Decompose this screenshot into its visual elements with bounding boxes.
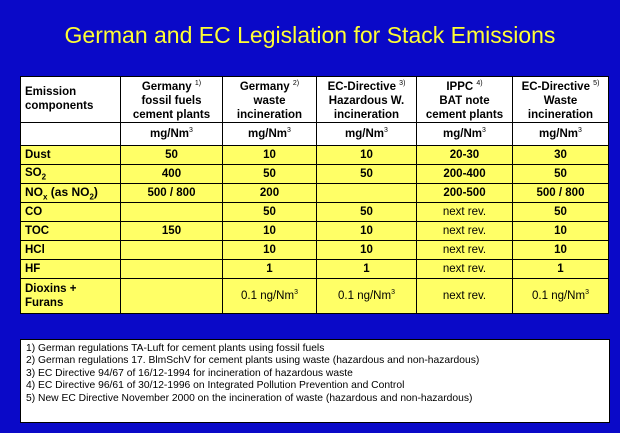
- row-label: HCl: [20, 239, 121, 260]
- header-ec-hazardous: EC-Directive 3) Hazardous W. incineratio…: [316, 76, 417, 123]
- header-ec-waste: EC-Directive 5) Waste incineration: [512, 76, 609, 123]
- page-title: German and EC Legislation for Stack Emis…: [64, 22, 556, 48]
- row-label: HF: [20, 258, 121, 279]
- row-label: NOx (as NO2): [20, 182, 121, 203]
- table-row: HCl 10 10 next rev. 10: [20, 239, 609, 260]
- footnotes: 1) German regulations TA-Luft for cement…: [20, 339, 610, 423]
- footnote: 4) EC Directive 96/61 of 30/12-1996 on I…: [26, 380, 405, 392]
- table-row: TOC 150 10 10 next rev. 10: [20, 220, 609, 241]
- row-label: CO: [20, 201, 121, 222]
- table-row: HF 1 1 next rev. 1: [20, 258, 609, 279]
- header-germany-fossil: Germany 1) fossil fuels cement plants: [120, 76, 223, 123]
- footnote: 3) EC Directive 94/67 of 16/12-1994 for …: [26, 367, 353, 379]
- emissions-table: Emission components Germany 1) fossil fu…: [20, 76, 609, 314]
- table-row: CO 50 50 next rev. 50: [20, 201, 609, 222]
- unit-cell: mg/Nm3: [222, 121, 317, 146]
- footnote: 2) German regulations 17. BlmSchV for ce…: [26, 355, 480, 367]
- units-row: mg/Nm3 mg/Nm3 mg/Nm3 mg/Nm3 mg/Nm3: [20, 121, 609, 146]
- row-label: SO2: [20, 163, 121, 184]
- header-emission-components: Emission components: [20, 76, 121, 123]
- unit-cell: mg/Nm3: [316, 121, 417, 146]
- header-germany-waste: Germany 2) waste incineration: [222, 76, 317, 123]
- unit-cell: mg/Nm3: [120, 121, 223, 146]
- unit-cell: mg/Nm3: [416, 121, 513, 146]
- header-ippc: IPPC 4) BAT note cement plants: [416, 76, 513, 123]
- unit-cell: mg/Nm3: [512, 121, 609, 146]
- table-row: SO2 400 50 50 200-400 50: [20, 163, 609, 184]
- table-row: Dust 50 10 10 20-30 30: [20, 144, 609, 165]
- footnote: 1) German regulations TA-Luft for cement…: [26, 343, 325, 354]
- row-label: Dust: [20, 144, 121, 165]
- header-row: Emission components Germany 1) fossil fu…: [20, 76, 609, 123]
- row-label: Dioxins + Furans: [20, 277, 121, 314]
- row-label: TOC: [20, 220, 121, 241]
- table-row: Dioxins + Furans 0.1 ng/Nm3 0.1 ng/Nm3 ne…: [20, 277, 609, 314]
- footnote: 5) New EC Directive November 2000 on the…: [26, 392, 473, 404]
- table-row: NOx (as NO2) 500 / 800 200 200-500 500 /…: [20, 182, 609, 203]
